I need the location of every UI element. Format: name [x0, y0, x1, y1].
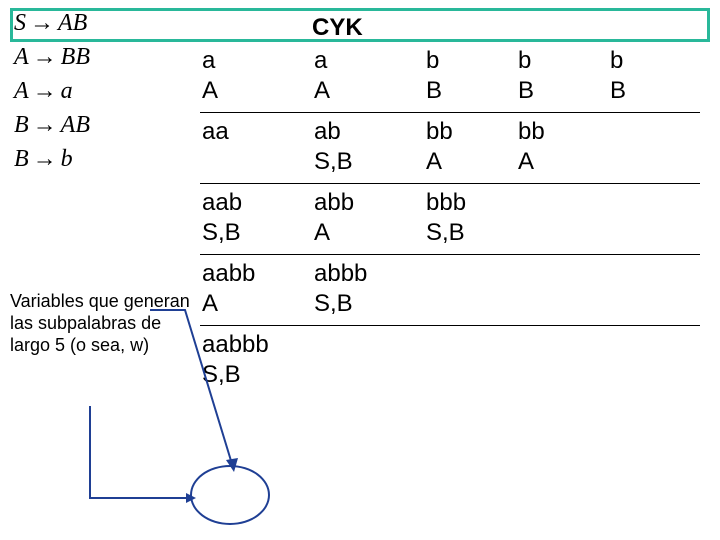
- production-1: A→BB: [14, 40, 90, 74]
- cyk-cell: abS,B: [312, 113, 424, 183]
- cyk-cell: bB: [424, 42, 516, 112]
- cyk-cell: bbbS,B: [424, 184, 516, 254]
- cyk-cell: aa: [200, 113, 312, 183]
- caption-text: Variables que generan las subpalabras de…: [10, 290, 190, 356]
- cyk-row-1: aa abS,B bbA bbA: [200, 113, 700, 184]
- cyk-cell: bbA: [516, 113, 608, 183]
- cyk-cell: aabbbS,B: [200, 326, 312, 396]
- cyk-row-2: aabS,B abbA bbbS,B: [200, 184, 700, 255]
- production-3: B→AB: [14, 108, 90, 142]
- cyk-row-0: aA aA bB bB bB: [200, 42, 700, 113]
- result-ellipse: [190, 465, 270, 525]
- cyk-cell: aabS,B: [200, 184, 312, 254]
- cyk-row-4: aabbbS,B: [200, 326, 700, 396]
- cyk-body: aA aA bB bB bB aa abS,B bbA bbA aabS,B a…: [200, 42, 700, 396]
- cyk-cell: abbbS,B: [312, 255, 424, 325]
- cyk-cell: abbA: [312, 184, 424, 254]
- production-2: A→a: [14, 74, 90, 108]
- cyk-heading: CYK: [312, 14, 363, 42]
- grammar-productions: S→AB A→BB A→a B→AB B→b: [14, 6, 90, 176]
- cyk-cell: aabbA: [200, 255, 312, 325]
- cyk-cell: bbA: [424, 113, 516, 183]
- cyk-cell: bB: [608, 42, 688, 112]
- cyk-cell: aA: [312, 42, 424, 112]
- cyk-cell: bB: [516, 42, 608, 112]
- production-0: S→AB: [14, 6, 90, 40]
- cyk-cell: aA: [200, 42, 312, 112]
- cyk-row-3: aabbA abbbS,B: [200, 255, 700, 326]
- production-4: B→b: [14, 142, 90, 176]
